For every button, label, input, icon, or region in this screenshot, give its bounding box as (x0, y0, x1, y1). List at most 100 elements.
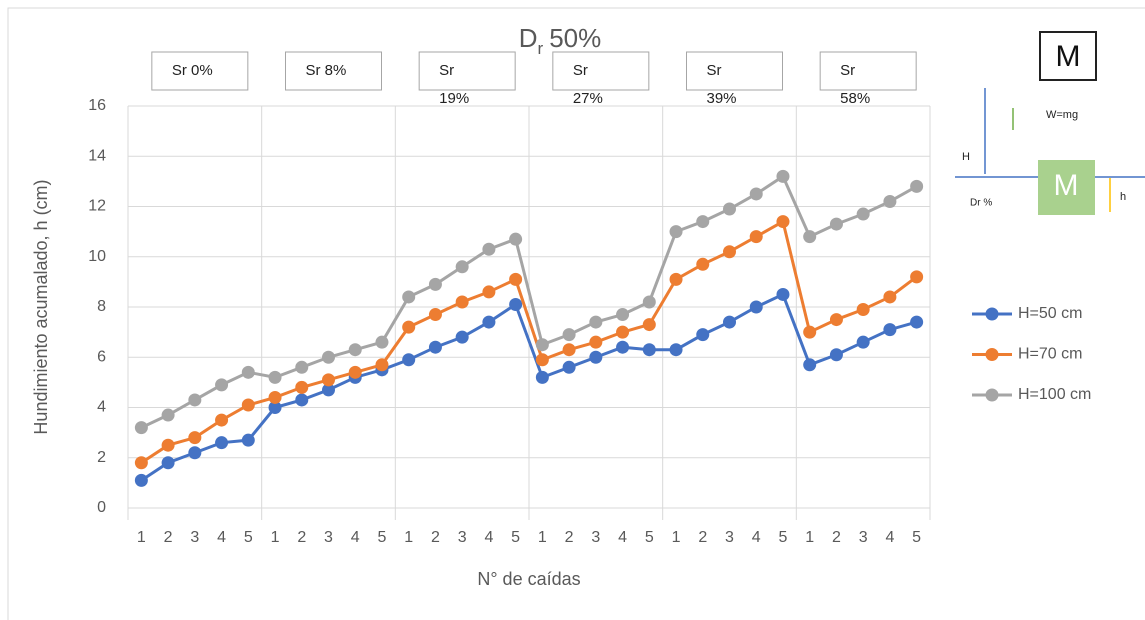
data-point (535, 353, 549, 367)
data-point (402, 353, 416, 367)
legend-label: H=50 cm (1018, 305, 1082, 322)
mass-label: M (1056, 40, 1081, 73)
data-point (215, 436, 229, 450)
x-axis-label: N° de caídas (477, 569, 580, 589)
data-point (268, 390, 282, 404)
data-point (509, 232, 523, 246)
weight-label: W=mg (1046, 109, 1078, 121)
data-point (428, 340, 442, 354)
diagram: M H W=mg M h Dr % (955, 31, 1145, 215)
data-point (856, 303, 870, 317)
mass-block-label: M (1054, 169, 1079, 202)
legend-marker (985, 388, 999, 402)
x-tick-label: 5 (912, 529, 921, 546)
data-point (482, 242, 496, 256)
data-point (776, 169, 790, 183)
data-point (375, 358, 389, 372)
data-point (883, 323, 897, 337)
x-tick-label: 2 (565, 529, 574, 546)
data-point (562, 343, 576, 357)
data-point (829, 217, 843, 231)
data-point (188, 431, 202, 445)
data-point (749, 187, 763, 201)
data-point (669, 225, 683, 239)
data-point (482, 315, 496, 329)
data-point (215, 413, 229, 427)
data-point (295, 380, 309, 394)
data-point (562, 328, 576, 342)
group-label: Sr 58% (840, 62, 871, 107)
data-point (188, 446, 202, 460)
data-point (402, 320, 416, 334)
data-point (455, 260, 469, 274)
data-point (669, 343, 683, 357)
data-point (616, 325, 630, 339)
y-axis-label: Hundimiento acumalado, h (cm) (31, 179, 51, 434)
y-tick-label: 4 (97, 399, 106, 416)
group-box (418, 51, 516, 91)
legend-marker (985, 348, 999, 361)
data-point (428, 277, 442, 291)
data-point (455, 330, 469, 344)
data-point (375, 335, 389, 349)
x-tick-label: 2 (431, 529, 440, 546)
data-point (696, 257, 710, 271)
data-point (642, 295, 656, 309)
data-point (428, 308, 442, 322)
data-point (803, 325, 817, 339)
y-tick-label: 0 (97, 499, 106, 516)
data-point (776, 287, 790, 301)
data-point (322, 373, 335, 387)
data-point (723, 315, 736, 329)
title-main: D (519, 23, 538, 53)
data-point (883, 290, 897, 304)
density-label: Dr % (970, 198, 992, 209)
data-point (776, 215, 790, 229)
data-point (134, 473, 148, 487)
group-box (552, 51, 650, 91)
data-point (883, 194, 897, 208)
data-point (482, 285, 496, 299)
data-point (910, 179, 924, 193)
x-tick-label: 1 (538, 529, 547, 546)
data-point (402, 290, 416, 304)
x-tick-label: 1 (805, 529, 814, 546)
data-point (589, 350, 603, 364)
data-point (803, 358, 817, 372)
x-tick-label: 2 (832, 529, 841, 546)
data-point (161, 456, 175, 470)
data-point (562, 360, 576, 374)
data-point (241, 365, 255, 379)
data-point (161, 408, 175, 422)
x-tick-label: 4 (752, 529, 761, 546)
x-tick-label: 1 (137, 529, 146, 546)
x-tick-label: 1 (672, 529, 681, 546)
chart-border (7, 7, 1145, 620)
sink-label: h (1120, 191, 1126, 203)
y-tick-label: 8 (97, 298, 106, 315)
x-tick-label: 4 (484, 529, 493, 546)
data-point (535, 370, 549, 384)
group-box (285, 51, 382, 91)
x-tick-label: 4 (618, 529, 627, 546)
data-point (161, 438, 175, 452)
data-point (134, 456, 148, 470)
x-tick-label: 3 (324, 529, 333, 546)
data-point (669, 272, 683, 286)
chart-title: Dr 50% (519, 23, 602, 59)
x-tick-label: 1 (271, 529, 280, 546)
data-point (215, 378, 229, 392)
data-point (509, 297, 523, 311)
data-point (856, 335, 870, 349)
group-box (151, 51, 249, 91)
group-label: Sr 0% (171, 62, 213, 79)
data-point (642, 343, 656, 357)
data-point (268, 401, 282, 414)
x-tick-label: 5 (378, 529, 387, 546)
data-point (642, 318, 656, 332)
data-point (241, 398, 255, 412)
data-point (509, 272, 523, 286)
data-point (749, 300, 763, 314)
x-tick-label: 3 (725, 529, 734, 546)
